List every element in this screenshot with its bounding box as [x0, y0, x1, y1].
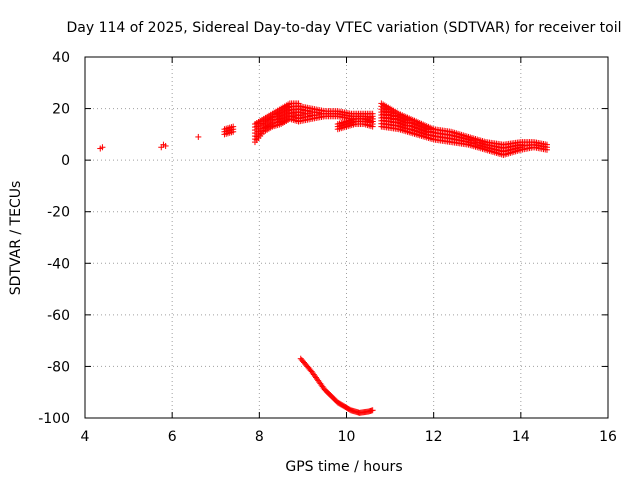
y-tick-label: 20 — [52, 102, 70, 118]
series-band-9.8-10.6 — [334, 115, 376, 133]
y-tick-label: -60 — [47, 308, 70, 324]
x-tick-label: 8 — [255, 429, 264, 445]
series-band-7.9-8.9 — [251, 100, 302, 146]
x-tick-label: 4 — [81, 429, 90, 445]
y-axis-label: SDTVAR / TECUs — [8, 181, 24, 296]
data-point — [195, 133, 202, 140]
y-tick-label: 0 — [61, 153, 70, 169]
data-point — [99, 144, 106, 151]
series-band-7.2-7.4 — [221, 123, 237, 138]
x-tick-label: 14 — [512, 429, 530, 445]
x-tick-label: 16 — [599, 429, 617, 445]
y-tick-label: -40 — [47, 256, 70, 272]
data-point — [230, 123, 237, 130]
y-tick-label: -100 — [38, 411, 70, 427]
data-point — [369, 110, 376, 117]
data-layer — [97, 100, 550, 416]
data-point — [162, 142, 169, 149]
x-axis-label: GPS time / hours — [285, 459, 402, 475]
plot-frame — [84, 56, 609, 419]
data-point — [369, 407, 376, 414]
series-band-10.8-14.6 — [378, 100, 550, 158]
series-isolated-points — [97, 133, 202, 152]
x-tick-label: 10 — [338, 429, 356, 445]
x-tick-label: 6 — [168, 429, 177, 445]
data-point — [543, 141, 550, 148]
series-dip-curve — [297, 355, 376, 416]
y-tick-label: -80 — [47, 359, 70, 375]
y-tick-label: 40 — [52, 50, 70, 66]
x-tick-label: 12 — [425, 429, 443, 445]
data-point — [369, 115, 376, 122]
chart-title: Day 114 of 2025, Sidereal Day-to-day VTE… — [66, 20, 621, 36]
ticks-layer: 4 6 8 10 12 14 16 -100 -80 -60 -40 -20 0 20 40 — [38, 50, 617, 445]
y-tick-label: -20 — [47, 205, 70, 221]
